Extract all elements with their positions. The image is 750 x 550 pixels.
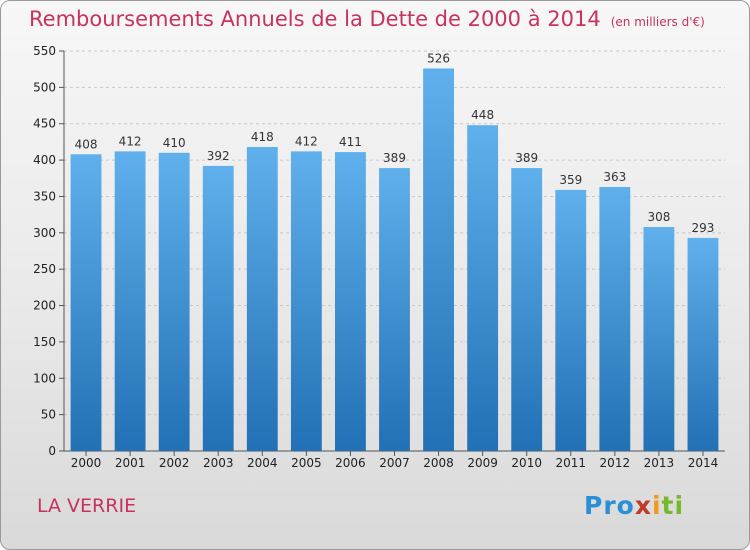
bar-value-label: 412 <box>119 134 142 148</box>
y-tick-label: 0 <box>48 444 56 458</box>
bar <box>335 152 366 451</box>
y-tick-label: 200 <box>33 299 56 313</box>
bar-value-label: 418 <box>251 130 274 144</box>
bar <box>423 68 454 452</box>
bar <box>158 152 190 451</box>
x-tick-label: 2007 <box>379 456 410 470</box>
y-tick-label: 550 <box>33 44 56 58</box>
chart-unit: (en milliers d'€) <box>610 15 705 29</box>
y-tick-label: 50 <box>41 408 56 422</box>
bar <box>555 189 587 451</box>
bar <box>114 151 146 451</box>
x-tick-label: 2001 <box>115 456 146 470</box>
bar <box>687 237 719 451</box>
bar-value-label: 410 <box>163 136 186 150</box>
logo-part: x <box>634 491 652 520</box>
x-tick-label: 2014 <box>688 456 719 470</box>
bar-value-label: 408 <box>75 137 98 151</box>
y-tick-label: 300 <box>33 226 56 240</box>
bar <box>379 168 410 451</box>
bar-value-label: 359 <box>559 173 582 187</box>
x-tick-label: 2005 <box>291 456 322 470</box>
y-tick-label: 100 <box>33 371 56 385</box>
x-tick-label: 2012 <box>600 456 631 470</box>
bar-value-label: 411 <box>339 135 362 149</box>
y-tick-label: 500 <box>33 80 56 94</box>
x-tick-label: 2011 <box>555 456 586 470</box>
labels: 0 50 100 150 200 250 300 350 400 450 500 550 408 2000… <box>33 44 718 470</box>
bar-value-label: 389 <box>515 151 538 165</box>
bar <box>246 147 278 451</box>
proxiti-logo: Proxiti <box>584 491 684 520</box>
place-name: LA VERRIE <box>37 495 137 517</box>
logo-part: ti <box>661 491 685 520</box>
bar <box>202 165 234 451</box>
bar-value-label: 308 <box>647 210 670 224</box>
chart-title: Remboursements Annuels de la Dette de 20… <box>29 7 705 31</box>
bar <box>70 154 102 452</box>
bar-value-label: 392 <box>207 149 230 163</box>
bar-value-label: 526 <box>427 51 450 65</box>
x-tick-label: 2006 <box>335 456 366 470</box>
bar-value-label: 293 <box>692 221 715 235</box>
y-tick-label: 350 <box>33 189 56 203</box>
x-tick-label: 2002 <box>159 456 190 470</box>
logo-part: Pro <box>584 491 635 520</box>
bar <box>599 187 631 451</box>
bar-value-label: 389 <box>383 151 406 165</box>
y-tick-label: 250 <box>33 262 56 276</box>
x-tick-label: 2010 <box>511 456 542 470</box>
y-tick-label: 400 <box>33 153 56 167</box>
logo-part: i <box>651 491 662 520</box>
bar <box>467 125 499 451</box>
y-tick-label: 150 <box>33 335 56 349</box>
bar <box>511 168 543 451</box>
bars <box>70 68 719 452</box>
x-tick-label: 2009 <box>467 456 498 470</box>
bar <box>290 151 322 451</box>
chart-title-text: Remboursements Annuels de la Dette de 20… <box>29 7 601 31</box>
bar-value-label: 412 <box>295 134 318 148</box>
x-tick-label: 2004 <box>247 456 278 470</box>
x-tick-label: 2013 <box>644 456 675 470</box>
bar <box>643 227 675 451</box>
x-tick-label: 2008 <box>423 456 454 470</box>
bar-value-label: 448 <box>471 108 494 122</box>
bar-value-label: 363 <box>603 170 626 184</box>
x-tick-label: 2000 <box>71 456 102 470</box>
x-tick-label: 2003 <box>203 456 234 470</box>
y-tick-label: 450 <box>33 117 56 131</box>
